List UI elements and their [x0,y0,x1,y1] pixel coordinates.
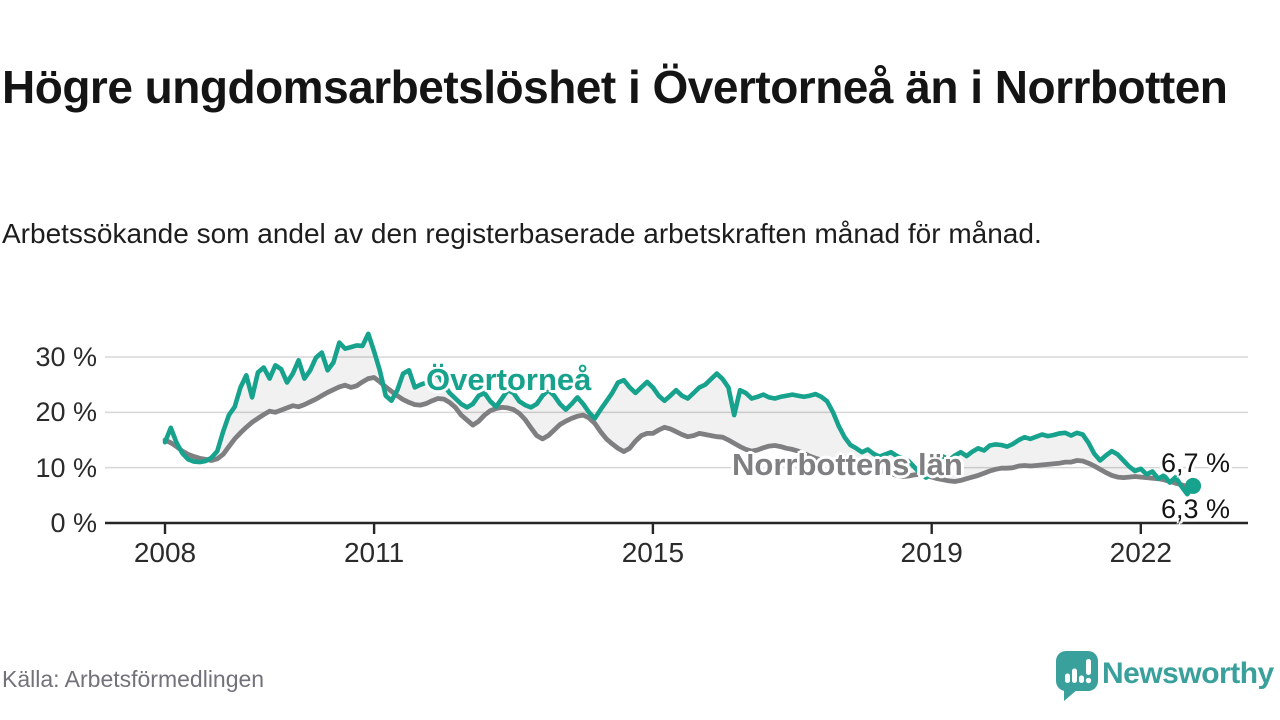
x-axis-label-2008: 2008 [133,537,197,568]
series-line-norrbotten [162,375,1196,491]
y-axis-label-0: 0 % [50,508,97,538]
newsworthy-logo-icon [1056,651,1098,701]
end-value-label-norrbotten: 6,3 % [1161,494,1231,524]
source-credit: Källa: Arbetsförmedlingen [2,666,265,692]
newsworthy-brand-text: Newsworthy [1102,657,1274,690]
series-end-dot [1185,477,1202,494]
y-axis-label-10: 10 % [35,452,97,483]
end-value-label-overtornea: 6,7 % [1161,448,1231,478]
series-label-overtornea: Övertorneå [426,362,592,397]
series-gap-band [165,333,1194,495]
x-axis-label-2022: 2022 [1109,537,1172,568]
page-title: Högre ungdomsarbetslöshet i Övertorneå ä… [2,60,1228,113]
x-axis-label-2015: 2015 [621,537,685,568]
x-axis-label-2011: 2011 [343,537,405,568]
series-line-overtornea [162,331,1196,497]
series-label-norrbotten: Norrbottens län [732,447,963,482]
y-axis-label-30: 30 % [35,342,97,372]
x-axis-label-2019: 2019 [900,537,963,568]
chart-subtitle: Arbetssökande som andel av den registerb… [2,218,1042,249]
y-axis-label-20: 20 % [35,397,97,428]
